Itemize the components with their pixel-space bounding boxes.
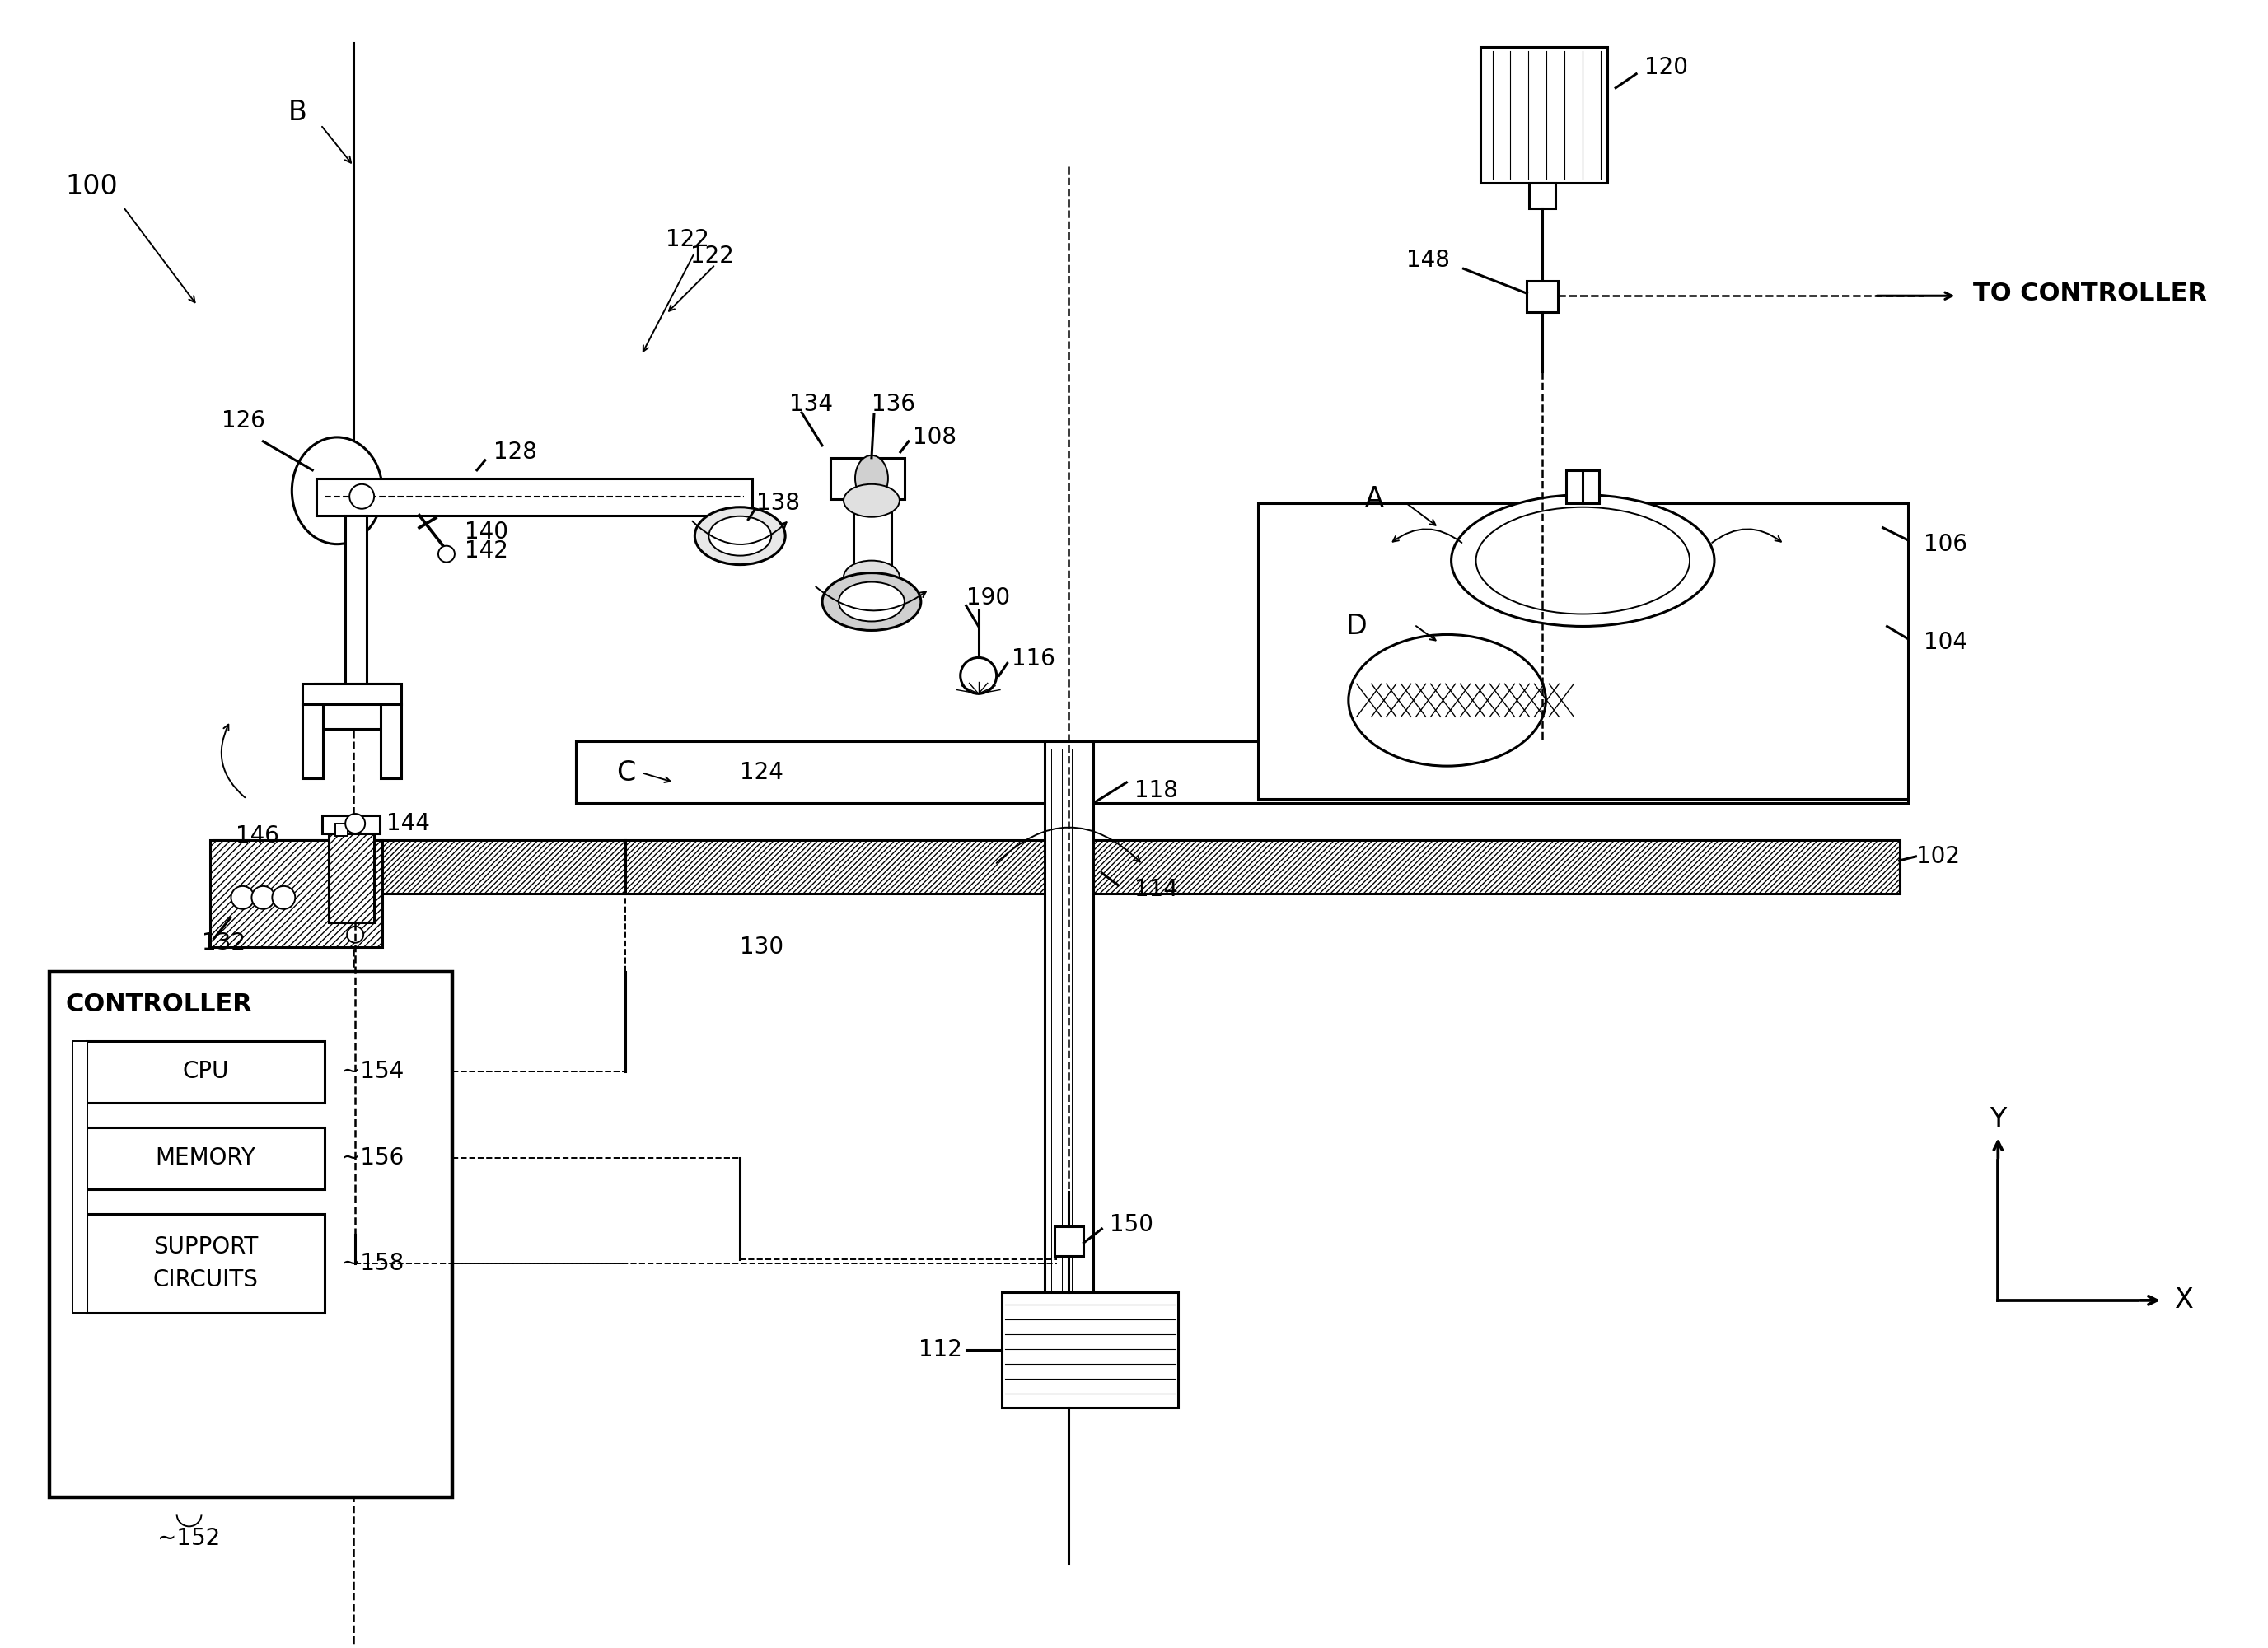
Bar [1002, 1292, 1179, 1407]
Text: 142: 142 [465, 539, 508, 562]
Text: 140: 140 [465, 521, 508, 544]
Text: 104: 104 [1923, 631, 1969, 654]
Ellipse shape [293, 437, 383, 544]
Text: C: C [617, 760, 635, 786]
Text: 114: 114 [1134, 878, 1179, 901]
Ellipse shape [1476, 508, 1690, 615]
Bar [1526, 282, 1558, 313]
Text: 126: 126 [222, 409, 265, 432]
Bar [576, 742, 1907, 803]
Text: CONTROLLER: CONTROLLER [66, 992, 252, 1017]
Text: 118: 118 [1134, 780, 1179, 803]
Ellipse shape [1349, 634, 1547, 766]
Bar [1567, 470, 1599, 503]
Text: 124: 124 [739, 761, 782, 784]
Bar [1055, 1226, 1084, 1256]
Text: 132: 132 [202, 931, 245, 954]
Bar [381, 704, 401, 778]
Bar [329, 824, 374, 923]
Bar [336, 824, 347, 836]
Bar [86, 1042, 324, 1103]
Bar [86, 1127, 324, 1190]
Text: ~158: ~158 [340, 1252, 404, 1276]
Bar [213, 840, 1898, 893]
Ellipse shape [345, 814, 365, 834]
Text: TO CONTROLLER: TO CONTROLLER [1973, 282, 2207, 305]
Text: 106: 106 [1923, 532, 1969, 555]
Bar [73, 1042, 86, 1313]
Ellipse shape [1452, 494, 1715, 626]
Text: MEMORY: MEMORY [156, 1147, 256, 1170]
Text: 102: 102 [1916, 845, 1960, 868]
Bar [830, 458, 905, 499]
Text: 100: 100 [66, 173, 118, 199]
Ellipse shape [272, 887, 295, 910]
Bar [50, 972, 451, 1498]
Text: D: D [1347, 613, 1368, 639]
Text: 128: 128 [494, 440, 538, 463]
Text: 134: 134 [789, 392, 832, 415]
Text: 136: 136 [871, 392, 916, 415]
Ellipse shape [438, 545, 454, 562]
Bar [1043, 742, 1093, 1383]
Ellipse shape [959, 658, 996, 694]
Text: A: A [1365, 485, 1383, 513]
Text: 190: 190 [966, 587, 1009, 610]
Ellipse shape [839, 582, 905, 621]
Text: 120: 120 [1644, 56, 1687, 79]
Text: B: B [288, 99, 306, 127]
Text: 148: 148 [1406, 249, 1449, 272]
Text: 144: 144 [386, 812, 431, 836]
Text: X: X [2175, 1287, 2193, 1313]
Bar [302, 684, 401, 704]
Text: CIRCUITS: CIRCUITS [152, 1269, 259, 1292]
Text: ~154: ~154 [340, 1060, 404, 1083]
Bar [1259, 503, 1907, 799]
Text: Y: Y [1989, 1106, 2007, 1134]
Ellipse shape [844, 560, 900, 593]
Ellipse shape [823, 574, 921, 631]
Bar [576, 742, 1068, 803]
Text: 122: 122 [667, 229, 710, 252]
Bar [1481, 46, 1608, 183]
Ellipse shape [844, 485, 900, 517]
Text: 116: 116 [1012, 648, 1055, 671]
Bar [86, 1215, 324, 1313]
Text: ~156: ~156 [340, 1147, 404, 1170]
Text: 146: 146 [236, 824, 279, 847]
Ellipse shape [694, 508, 785, 565]
Text: 150: 150 [1109, 1213, 1154, 1236]
Ellipse shape [710, 516, 771, 555]
Bar [302, 704, 322, 778]
Bar [322, 816, 379, 834]
Text: 122: 122 [692, 246, 735, 269]
Ellipse shape [349, 485, 374, 509]
Bar [1529, 183, 1556, 209]
Ellipse shape [252, 887, 274, 910]
Ellipse shape [855, 455, 889, 501]
Ellipse shape [347, 926, 363, 943]
Bar [853, 499, 891, 582]
Text: 138: 138 [758, 491, 801, 514]
Ellipse shape [231, 887, 254, 910]
Text: 112: 112 [919, 1338, 962, 1361]
Text: 108: 108 [912, 425, 957, 448]
Bar [209, 840, 383, 948]
Text: SUPPORT: SUPPORT [154, 1236, 259, 1259]
Bar [315, 684, 392, 728]
Bar [318, 478, 753, 516]
Text: CPU: CPU [181, 1060, 229, 1083]
Bar [345, 516, 367, 687]
Text: 130: 130 [739, 936, 785, 959]
Text: ~152: ~152 [159, 1528, 220, 1551]
